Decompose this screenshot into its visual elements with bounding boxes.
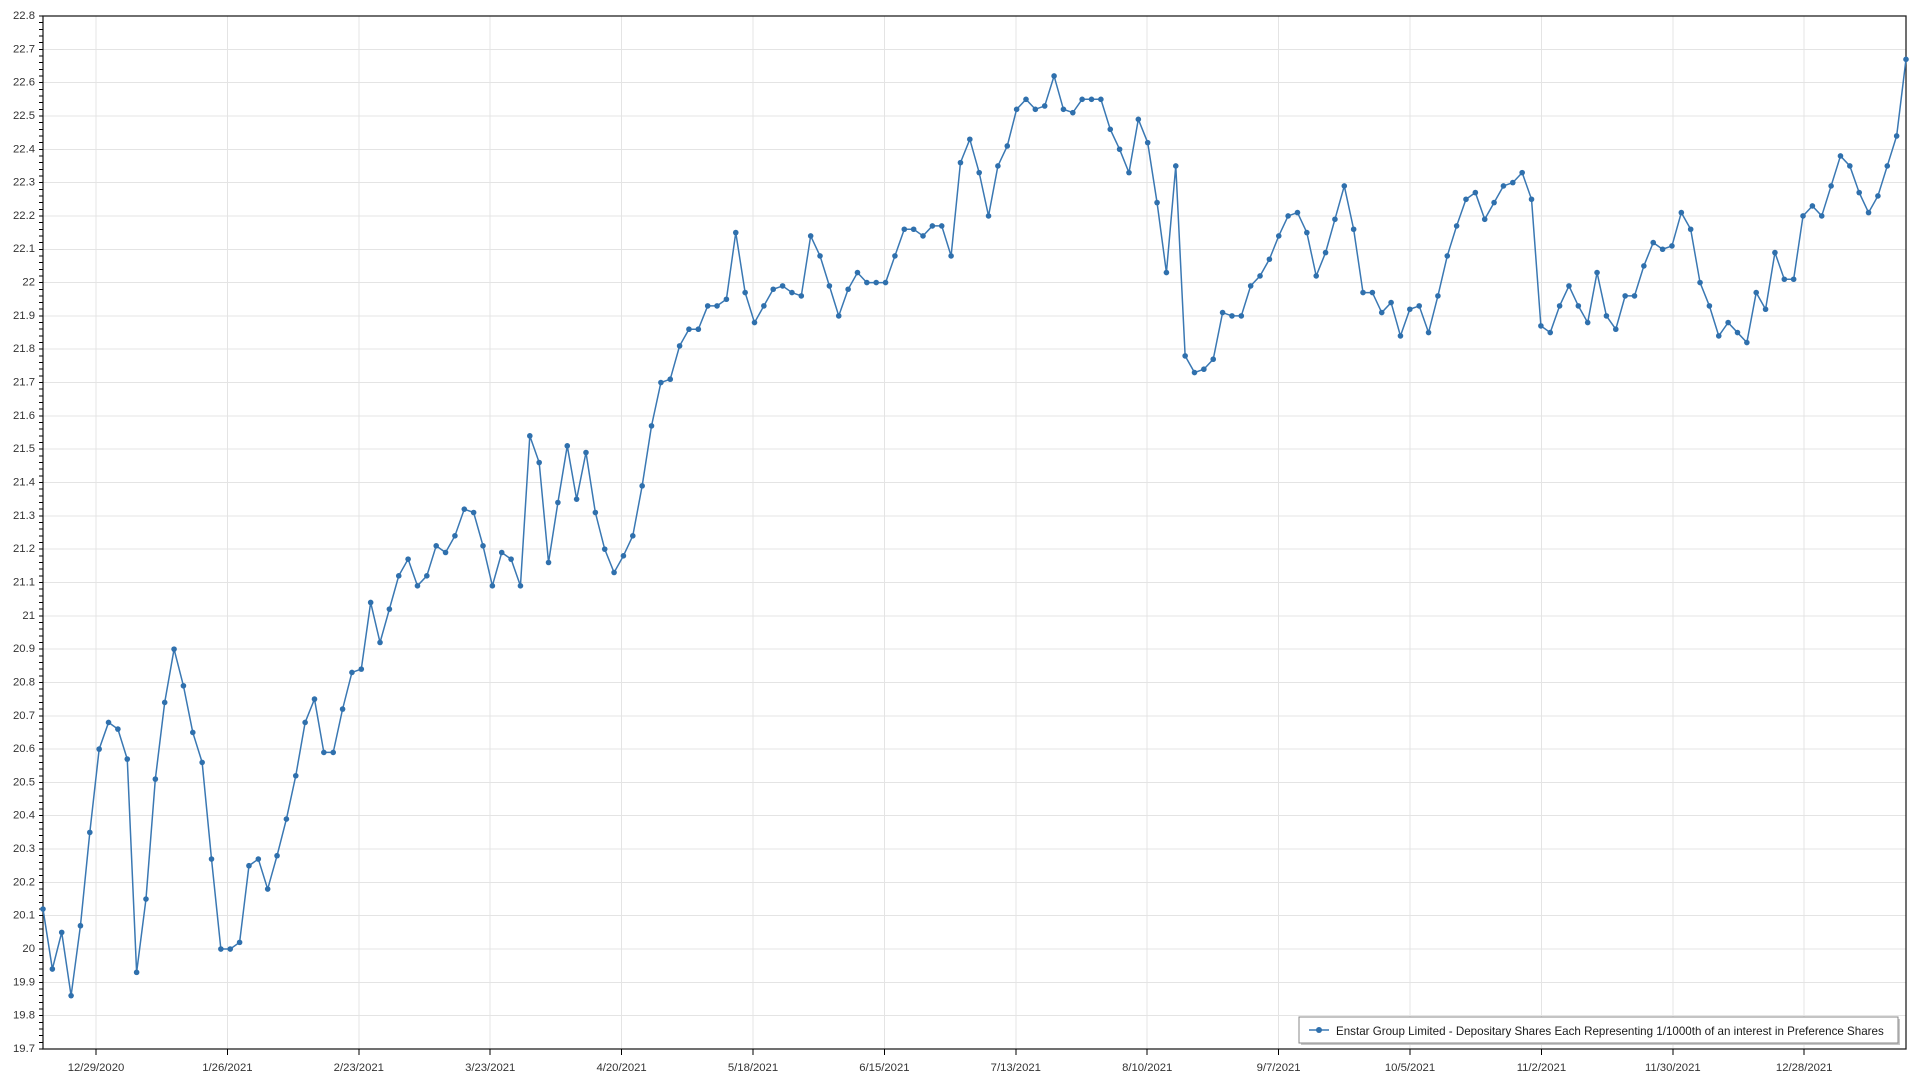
svg-text:22.3: 22.3 bbox=[13, 177, 35, 189]
svg-text:12/29/2020: 12/29/2020 bbox=[68, 1062, 125, 1074]
svg-text:20.6: 20.6 bbox=[13, 743, 35, 755]
svg-text:22: 22 bbox=[22, 277, 35, 289]
svg-text:22.1: 22.1 bbox=[13, 243, 35, 255]
svg-text:10/5/2021: 10/5/2021 bbox=[1385, 1062, 1435, 1074]
svg-text:22.2: 22.2 bbox=[13, 210, 35, 222]
svg-text:22.6: 22.6 bbox=[13, 77, 35, 89]
svg-text:22.7: 22.7 bbox=[13, 43, 35, 55]
svg-text:21.7: 21.7 bbox=[13, 377, 35, 389]
svg-text:22.5: 22.5 bbox=[13, 110, 35, 122]
svg-text:11/30/2021: 11/30/2021 bbox=[1645, 1062, 1701, 1074]
svg-text:21.6: 21.6 bbox=[13, 410, 35, 422]
svg-text:20.2: 20.2 bbox=[13, 876, 35, 888]
svg-text:5/18/2021: 5/18/2021 bbox=[728, 1062, 778, 1074]
svg-text:22.8: 22.8 bbox=[13, 10, 35, 22]
svg-text:12/28/2021: 12/28/2021 bbox=[1776, 1062, 1833, 1074]
svg-text:21.2: 21.2 bbox=[13, 543, 35, 555]
svg-text:20.1: 20.1 bbox=[13, 910, 35, 922]
svg-text:20.4: 20.4 bbox=[13, 810, 35, 822]
svg-text:Enstar Group Limited - Deposit: Enstar Group Limited - Depositary Shares… bbox=[1336, 1025, 1884, 1038]
svg-text:21.3: 21.3 bbox=[13, 510, 35, 522]
svg-text:20: 20 bbox=[22, 943, 35, 955]
svg-text:21: 21 bbox=[22, 610, 35, 622]
svg-text:9/7/2021: 9/7/2021 bbox=[1257, 1062, 1301, 1074]
svg-text:8/10/2021: 8/10/2021 bbox=[1122, 1062, 1172, 1074]
svg-text:19.7: 19.7 bbox=[13, 1043, 35, 1055]
svg-text:11/2/2021: 11/2/2021 bbox=[1517, 1062, 1566, 1074]
svg-text:6/15/2021: 6/15/2021 bbox=[859, 1062, 909, 1074]
svg-text:20.9: 20.9 bbox=[13, 643, 35, 655]
svg-text:1/26/2021: 1/26/2021 bbox=[202, 1062, 252, 1074]
svg-text:21.1: 21.1 bbox=[13, 576, 35, 588]
svg-text:21.4: 21.4 bbox=[13, 477, 35, 489]
svg-text:21.9: 21.9 bbox=[13, 310, 35, 322]
svg-text:19.8: 19.8 bbox=[13, 1010, 35, 1022]
svg-text:20.7: 20.7 bbox=[13, 710, 35, 722]
svg-text:4/20/2021: 4/20/2021 bbox=[596, 1062, 646, 1074]
svg-text:22.4: 22.4 bbox=[13, 143, 35, 155]
svg-text:21.5: 21.5 bbox=[13, 443, 35, 455]
svg-text:19.9: 19.9 bbox=[13, 976, 35, 988]
svg-text:20.3: 20.3 bbox=[13, 843, 35, 855]
svg-text:21.8: 21.8 bbox=[13, 343, 35, 355]
svg-text:20.8: 20.8 bbox=[13, 676, 35, 688]
svg-text:2/23/2021: 2/23/2021 bbox=[334, 1062, 384, 1074]
svg-text:3/23/2021: 3/23/2021 bbox=[465, 1062, 515, 1074]
svg-text:20.5: 20.5 bbox=[13, 776, 35, 788]
svg-text:7/13/2021: 7/13/2021 bbox=[991, 1062, 1041, 1074]
